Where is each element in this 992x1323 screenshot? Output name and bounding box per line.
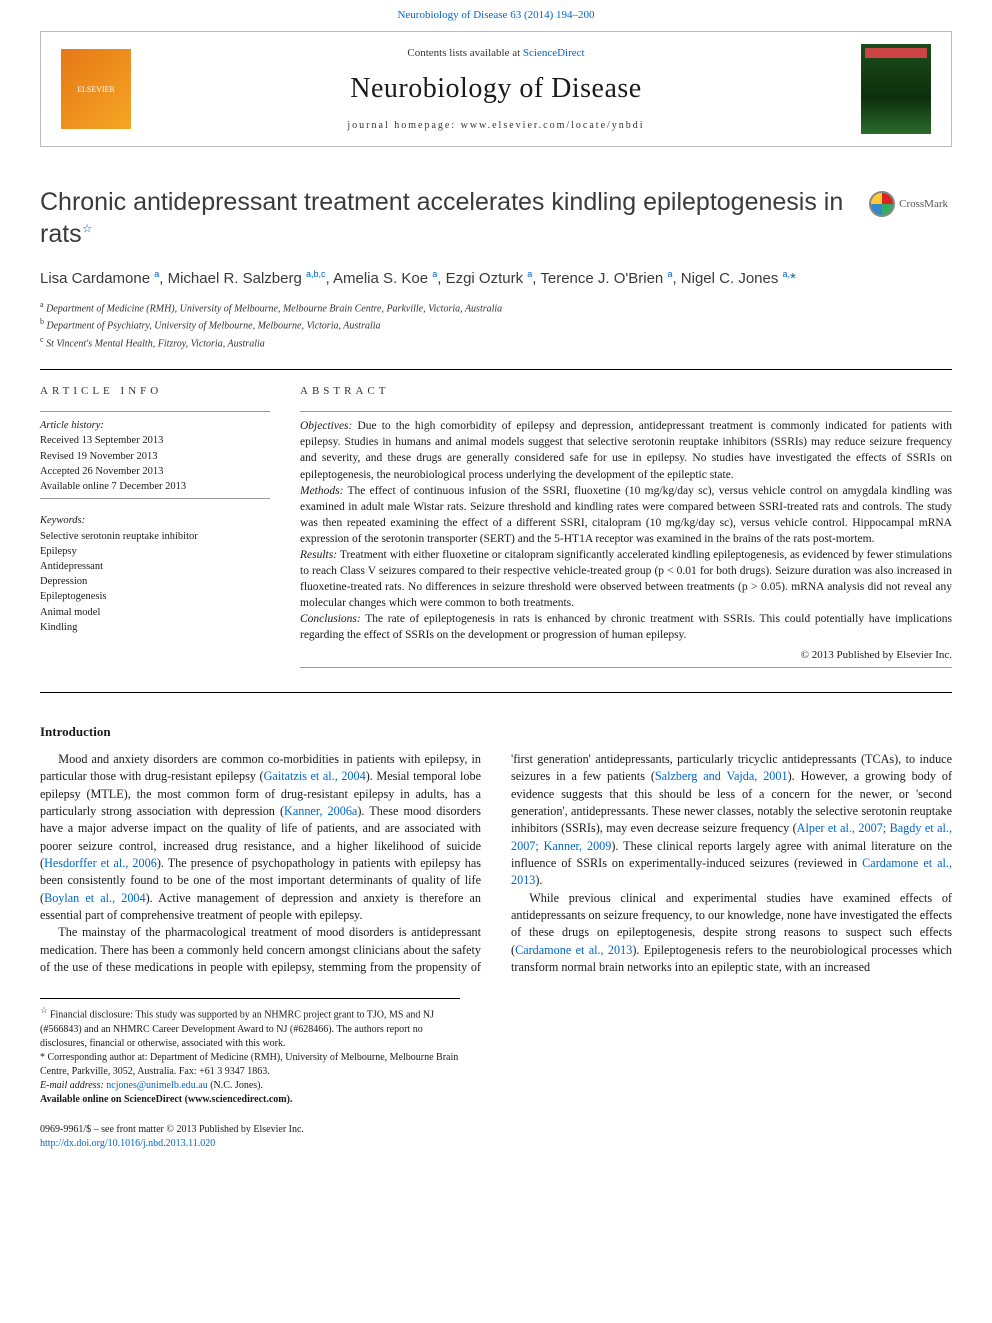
email-link[interactable]: ncjones@unimelb.edu.au (106, 1080, 207, 1091)
corresponding-footnote: * Corresponding author at: Department of… (40, 1051, 460, 1079)
abstract-label: ABSTRACT (300, 384, 952, 399)
sciencedirect-link[interactable]: ScienceDirect (523, 47, 585, 59)
crossmark-badge[interactable]: CrossMark (865, 187, 952, 221)
ref-boylan[interactable]: Boylan et al., 2004 (44, 891, 146, 905)
affiliation-b: b Department of Psychiatry, University o… (40, 316, 952, 333)
journal-cover-thumb (861, 44, 931, 134)
rule-mid (40, 692, 952, 693)
email-footnote: E-mail address: ncjones@unimelb.edu.au (… (40, 1079, 460, 1093)
intro-p3: While previous clinical and experimental… (511, 890, 952, 977)
article-history: Article history: Received 13 September 2… (40, 418, 270, 494)
authors-line: Lisa Cardamone a, Michael R. Salzberg a,… (40, 268, 952, 289)
introduction-heading: Introduction (40, 723, 952, 741)
header-citation: Neurobiology of Disease 63 (2014) 194–20… (0, 0, 992, 27)
elsevier-logo: ELSEVIER (61, 49, 131, 129)
title-note-marker: ☆ (82, 221, 93, 235)
crossmark-icon (869, 191, 895, 217)
journal-header: ELSEVIER Contents lists available at Sci… (40, 31, 952, 147)
abstract-rule-2 (300, 667, 952, 668)
contents-available: Contents lists available at ScienceDirec… (131, 46, 861, 61)
availability-footnote: Available online on ScienceDirect (www.s… (40, 1093, 460, 1107)
abstract-body: Objectives: Due to the high comorbidity … (300, 418, 952, 643)
abstract-copyright: © 2013 Published by Elsevier Inc. (300, 648, 952, 663)
journal-homepage: journal homepage: www.elsevier.com/locat… (131, 119, 861, 133)
ref-hesdorffer[interactable]: Hesdorffer et al., 2006 (44, 856, 157, 870)
ref-cardamone-2[interactable]: Cardamone et al., 2013 (515, 943, 632, 957)
footnotes: ☆ Financial disclosure: This study was s… (40, 998, 460, 1106)
article-title: Chronic antidepressant treatment acceler… (40, 187, 865, 250)
funding-footnote: ☆ Financial disclosure: This study was s… (40, 1005, 460, 1050)
body-text: Mood and anxiety disorders are common co… (40, 751, 952, 976)
ref-gaitatzis[interactable]: Gaitatzis et al., 2004 (264, 769, 366, 783)
keywords-block: Keywords: Selective serotonin reuptake i… (40, 513, 270, 635)
ref-salzberg[interactable]: Salzberg and Vajda, 2001 (655, 769, 788, 783)
abstract-rule-1 (300, 411, 952, 412)
footer-meta: 0969-9961/$ – see front matter © 2013 Pu… (40, 1123, 952, 1152)
doi-link[interactable]: http://dx.doi.org/10.1016/j.nbd.2013.11.… (40, 1138, 215, 1149)
citation-link[interactable]: Neurobiology of Disease 63 (2014) 194–20… (397, 9, 594, 21)
front-matter: 0969-9961/$ – see front matter © 2013 Pu… (40, 1123, 952, 1138)
affiliation-a: a Department of Medicine (RMH), Universi… (40, 299, 952, 316)
info-rule-1 (40, 411, 270, 412)
affiliation-c: c St Vincent's Mental Health, Fitzroy, V… (40, 334, 952, 351)
intro-p1: Mood and anxiety disorders are common co… (40, 751, 481, 924)
ref-kanner[interactable]: Kanner, 2006a (284, 804, 357, 818)
article-info-label: ARTICLE INFO (40, 384, 270, 399)
info-rule-2 (40, 498, 270, 499)
rule-top (40, 369, 952, 370)
affiliations: a Department of Medicine (RMH), Universi… (40, 299, 952, 351)
journal-name: Neurobiology of Disease (131, 69, 861, 108)
